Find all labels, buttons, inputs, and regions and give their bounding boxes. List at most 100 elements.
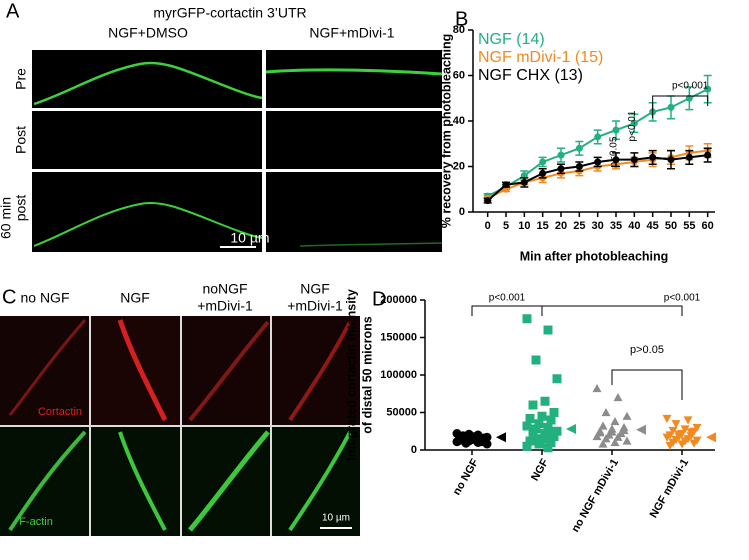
y-tick-label: 0: [459, 206, 465, 218]
column-label: +mDivi-1: [287, 298, 343, 314]
neuron: [8, 319, 87, 416]
point: [680, 425, 690, 434]
neuron: [118, 431, 167, 531]
x-tick-label: 50: [665, 220, 677, 232]
point: [557, 165, 565, 173]
point: [668, 426, 678, 435]
point: [549, 432, 559, 441]
point: [522, 441, 532, 451]
point: [704, 151, 712, 159]
point: [594, 158, 602, 166]
point: [685, 153, 693, 161]
marker-arrow: [496, 432, 506, 443]
x-tick-label: no NGF mDivi-1: [569, 457, 621, 534]
neuron: [288, 431, 352, 532]
y-tick-label: 50000: [386, 406, 417, 418]
point: [575, 163, 583, 170]
x-tick-label: 15: [537, 220, 549, 232]
point: [649, 153, 657, 161]
point: [594, 133, 602, 141]
point: [534, 439, 544, 449]
y-tick-label: 20: [453, 160, 465, 172]
image: [266, 50, 442, 108]
micrographs: [32, 50, 443, 252]
row-label: Post: [13, 126, 29, 154]
point: [546, 438, 556, 447]
point: [522, 314, 532, 324]
point: [557, 151, 565, 159]
point: [662, 433, 672, 442]
column-label: NGF: [300, 281, 330, 297]
point: [598, 421, 608, 430]
y-tick-label: 150000: [380, 331, 417, 343]
point: [531, 355, 541, 365]
point: [622, 436, 632, 445]
x-tick-label: NGF mDivi-1: [648, 457, 691, 520]
point: [484, 197, 492, 205]
row-label: Cortactin: [38, 406, 82, 418]
point: [612, 126, 620, 134]
point: [537, 411, 547, 421]
neuron: [288, 321, 352, 422]
x-tick-label: 25: [573, 220, 585, 232]
y-axis-label: Integrated cortactin intensity: [344, 289, 358, 461]
legend-entry: NGF mDivi-1 (15): [478, 49, 603, 66]
panel-letter: D: [372, 288, 386, 310]
point: [543, 325, 553, 335]
y-tick-label: 200000: [380, 294, 417, 306]
image: [91, 427, 180, 536]
panel-letter: B: [455, 8, 468, 30]
image: [32, 172, 262, 252]
point: [575, 144, 583, 152]
y-tick-label: 40: [453, 115, 465, 127]
column-label: no NGF: [20, 290, 69, 306]
point: [540, 396, 550, 406]
y-axis-label: of distal 50 microns: [360, 316, 374, 433]
point: [598, 439, 608, 448]
annotation: p<0.001: [489, 293, 526, 304]
point: [610, 417, 620, 426]
row-label: 60 min: [0, 197, 14, 239]
neuron: [117, 319, 168, 422]
annotation: p<0.001: [672, 81, 709, 92]
image: [32, 50, 262, 108]
x-tick-label: 45: [647, 220, 659, 232]
annotation: p>0.05: [630, 344, 664, 356]
point: [531, 424, 541, 434]
point: [522, 421, 532, 431]
image: [91, 316, 180, 425]
point: [543, 423, 553, 432]
row-label: Pre: [13, 68, 29, 90]
image: [266, 111, 442, 169]
x-tick-label: 40: [628, 220, 640, 232]
point: [543, 443, 553, 453]
point: [613, 393, 623, 402]
x-tick-label: 55: [683, 220, 695, 232]
point: [665, 441, 675, 450]
row-label: post: [13, 195, 29, 222]
point: [534, 419, 544, 429]
point: [546, 415, 556, 425]
panel-letter: A: [6, 0, 20, 22]
scale-label: 10 µm: [230, 230, 269, 246]
x-tick-label: 60: [702, 220, 714, 232]
point: [601, 408, 611, 417]
neuron: [299, 242, 443, 247]
point: [607, 427, 617, 436]
point: [528, 400, 538, 410]
legend-entry: NGF (14): [478, 31, 545, 48]
point: [455, 435, 465, 445]
point: [552, 426, 562, 436]
legend-entry: NGF CHX (13): [478, 67, 583, 84]
point: [619, 426, 629, 435]
neuron: [33, 202, 263, 247]
point: [549, 408, 559, 417]
point: [674, 430, 684, 439]
bracket: [542, 305, 683, 316]
point: [667, 156, 675, 164]
x-tick-label: no NGF: [451, 457, 481, 498]
image: [182, 316, 270, 425]
column-label: noNGF: [202, 281, 247, 297]
x-axis-label: Min after photobleaching: [520, 249, 669, 263]
